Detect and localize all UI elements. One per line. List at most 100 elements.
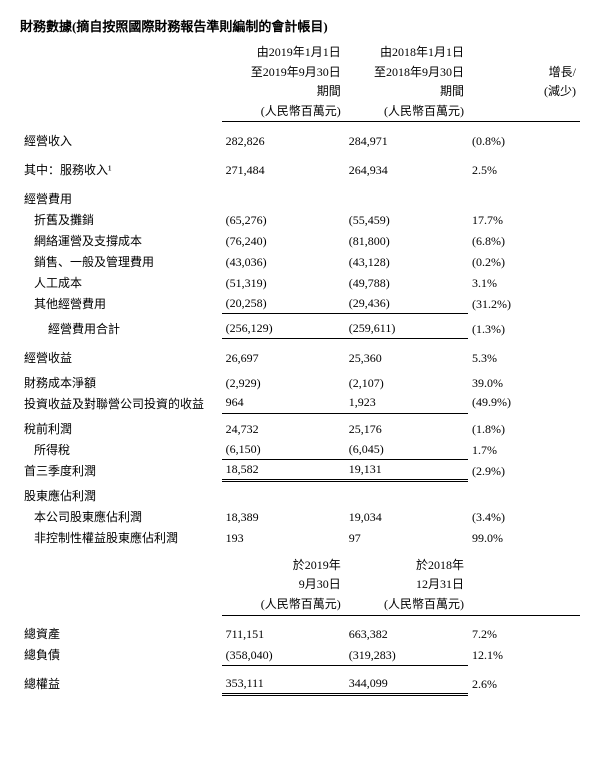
row-network-cost: 網絡運營及支撐成本 (76,240) (81,800) (6.8%) [20, 230, 580, 251]
hdr2-c2-l3: (人民幣百萬元) [345, 595, 468, 615]
value-2018: (29,436) [345, 293, 468, 314]
header-row: 至2019年9月30日 至2018年9月30日 增長/ [20, 63, 580, 83]
label: 經營費用合計 [20, 314, 222, 339]
hdr2-c2-l2: 12月31日 [345, 575, 468, 595]
hdr-c2-l2: 至2018年9月30日 [345, 63, 468, 83]
row-opex-title: 經營費用 [20, 180, 580, 209]
value-2018: (55,459) [345, 209, 468, 230]
row-labor-cost: 人工成本 (51,319) (49,788) 3.1% [20, 272, 580, 293]
value-2018: 97 [345, 527, 468, 548]
row-non-controlling: 非控制性權益股東應佔利潤 193 97 99.0% [20, 527, 580, 548]
value-change: (2.9%) [468, 460, 580, 481]
row-equity-holders-title: 股東應佔利潤 [20, 481, 580, 506]
label: 人工成本 [20, 272, 222, 293]
header2-row: 於2019年 於2018年 [20, 548, 580, 576]
header-row: 由2019年1月1日 由2018年1月1日 [20, 43, 580, 63]
value-change: (3.4%) [468, 506, 580, 527]
value-2019: (43,036) [222, 251, 345, 272]
label: 股東應佔利潤 [20, 481, 222, 506]
row-operating-income: 經營收益 26,697 25,360 5.3% [20, 339, 580, 368]
value-2018: (43,128) [345, 251, 468, 272]
value-2019: 271,484 [222, 151, 345, 180]
value-2018: 19,131 [345, 460, 468, 481]
value-change: 2.5% [468, 151, 580, 180]
label: 總負債 [20, 644, 222, 665]
row-income-tax: 所得稅 (6,150) (6,045) 1.7% [20, 439, 580, 460]
value-2018: (2,107) [345, 368, 468, 393]
financial-table: 由2019年1月1日 由2018年1月1日 至2019年9月30日 至2018年… [20, 43, 580, 696]
header2-row: 9月30日 12月31日 [20, 575, 580, 595]
value-change: (1.8%) [468, 414, 580, 439]
label: 網絡運營及支撐成本 [20, 230, 222, 251]
value-2019: 964 [222, 393, 345, 414]
value-2019: 711,151 [222, 615, 345, 644]
hdr-c1-l4: (人民幣百萬元) [222, 102, 345, 122]
hdr-c3-l1: 增長/ [468, 63, 580, 83]
hdr-c1-l3: 期間 [222, 82, 345, 102]
value-2018: (6,045) [345, 439, 468, 460]
value-2019: 24,732 [222, 414, 345, 439]
value-change: (31.2%) [468, 293, 580, 314]
value-2019: (358,040) [222, 644, 345, 665]
value-2018: 19,034 [345, 506, 468, 527]
row-total-opex: 經營費用合計 (256,129) (259,611) (1.3%) [20, 314, 580, 339]
value-change: 3.1% [468, 272, 580, 293]
hdr2-c1-l1: 於2019年 [222, 548, 345, 576]
label: 所得稅 [20, 439, 222, 460]
label: 財務成本淨額 [20, 368, 222, 393]
label: 本公司股東應佔利潤 [20, 506, 222, 527]
value-2019: 18,582 [222, 460, 345, 481]
header2-row: (人民幣百萬元) (人民幣百萬元) [20, 595, 580, 615]
row-finance-cost: 財務成本淨額 (2,929) (2,107) 39.0% [20, 368, 580, 393]
value-2019: (256,129) [222, 314, 345, 339]
value-2018: (81,800) [345, 230, 468, 251]
label: 其中：服務收入¹ [20, 151, 222, 180]
label: 銷售、一般及管理費用 [20, 251, 222, 272]
label: 投資收益及對聯營公司投資的收益 [20, 393, 222, 414]
value-2018: (259,611) [345, 314, 468, 339]
value-2018: 663,382 [345, 615, 468, 644]
value-change: 7.2% [468, 615, 580, 644]
value-2019: 26,697 [222, 339, 345, 368]
value-change: 39.0% [468, 368, 580, 393]
row-pretax-profit: 稅前利潤 24,732 25,176 (1.8%) [20, 414, 580, 439]
label: 非控制性權益股東應佔利潤 [20, 527, 222, 548]
value-change: (49.9%) [468, 393, 580, 414]
label: 折舊及攤銷 [20, 209, 222, 230]
value-2019: 353,111 [222, 665, 345, 694]
hdr-c2-l4: (人民幣百萬元) [345, 102, 468, 122]
value-2018: (49,788) [345, 272, 468, 293]
hdr2-c1-l2: 9月30日 [222, 575, 345, 595]
hdr-c1-l2: 至2019年9月30日 [222, 63, 345, 83]
value-change: 2.6% [468, 665, 580, 694]
label: 總資產 [20, 615, 222, 644]
row-depr-amort: 折舊及攤銷 (65,276) (55,459) 17.7% [20, 209, 580, 230]
hdr-c2-l1: 由2018年1月1日 [345, 43, 468, 63]
label: 其他經營費用 [20, 293, 222, 314]
row-service-revenue: 其中：服務收入¹ 271,484 264,934 2.5% [20, 151, 580, 180]
header-row: (人民幣百萬元) (人民幣百萬元) [20, 102, 580, 122]
row-sga: 銷售、一般及管理費用 (43,036) (43,128) (0.2%) [20, 251, 580, 272]
hdr-c3-l2: (減少) [468, 82, 580, 102]
value-change: 1.7% [468, 439, 580, 460]
hdr-c2-l3: 期間 [345, 82, 468, 102]
row-nine-month-profit: 首三季度利潤 18,582 19,131 (2.9%) [20, 460, 580, 481]
value-change: 12.1% [468, 644, 580, 665]
value-change: (1.3%) [468, 314, 580, 339]
value-2019: (51,319) [222, 272, 345, 293]
label: 經營收入 [20, 122, 222, 151]
value-change: 17.7% [468, 209, 580, 230]
value-2019: (6,150) [222, 439, 345, 460]
value-2019: 18,389 [222, 506, 345, 527]
value-2018: 344,099 [345, 665, 468, 694]
value-change: (0.2%) [468, 251, 580, 272]
label: 總權益 [20, 665, 222, 694]
value-2019: 193 [222, 527, 345, 548]
report-title: 財務數據(摘自按照國際財務報告準則編制的會計帳目) [20, 16, 580, 35]
value-2018: 284,971 [345, 122, 468, 151]
value-change: (0.8%) [468, 122, 580, 151]
value-2018: 1,923 [345, 393, 468, 414]
hdr-c1-l1: 由2019年1月1日 [222, 43, 345, 63]
label: 首三季度利潤 [20, 460, 222, 481]
value-2018: 25,360 [345, 339, 468, 368]
